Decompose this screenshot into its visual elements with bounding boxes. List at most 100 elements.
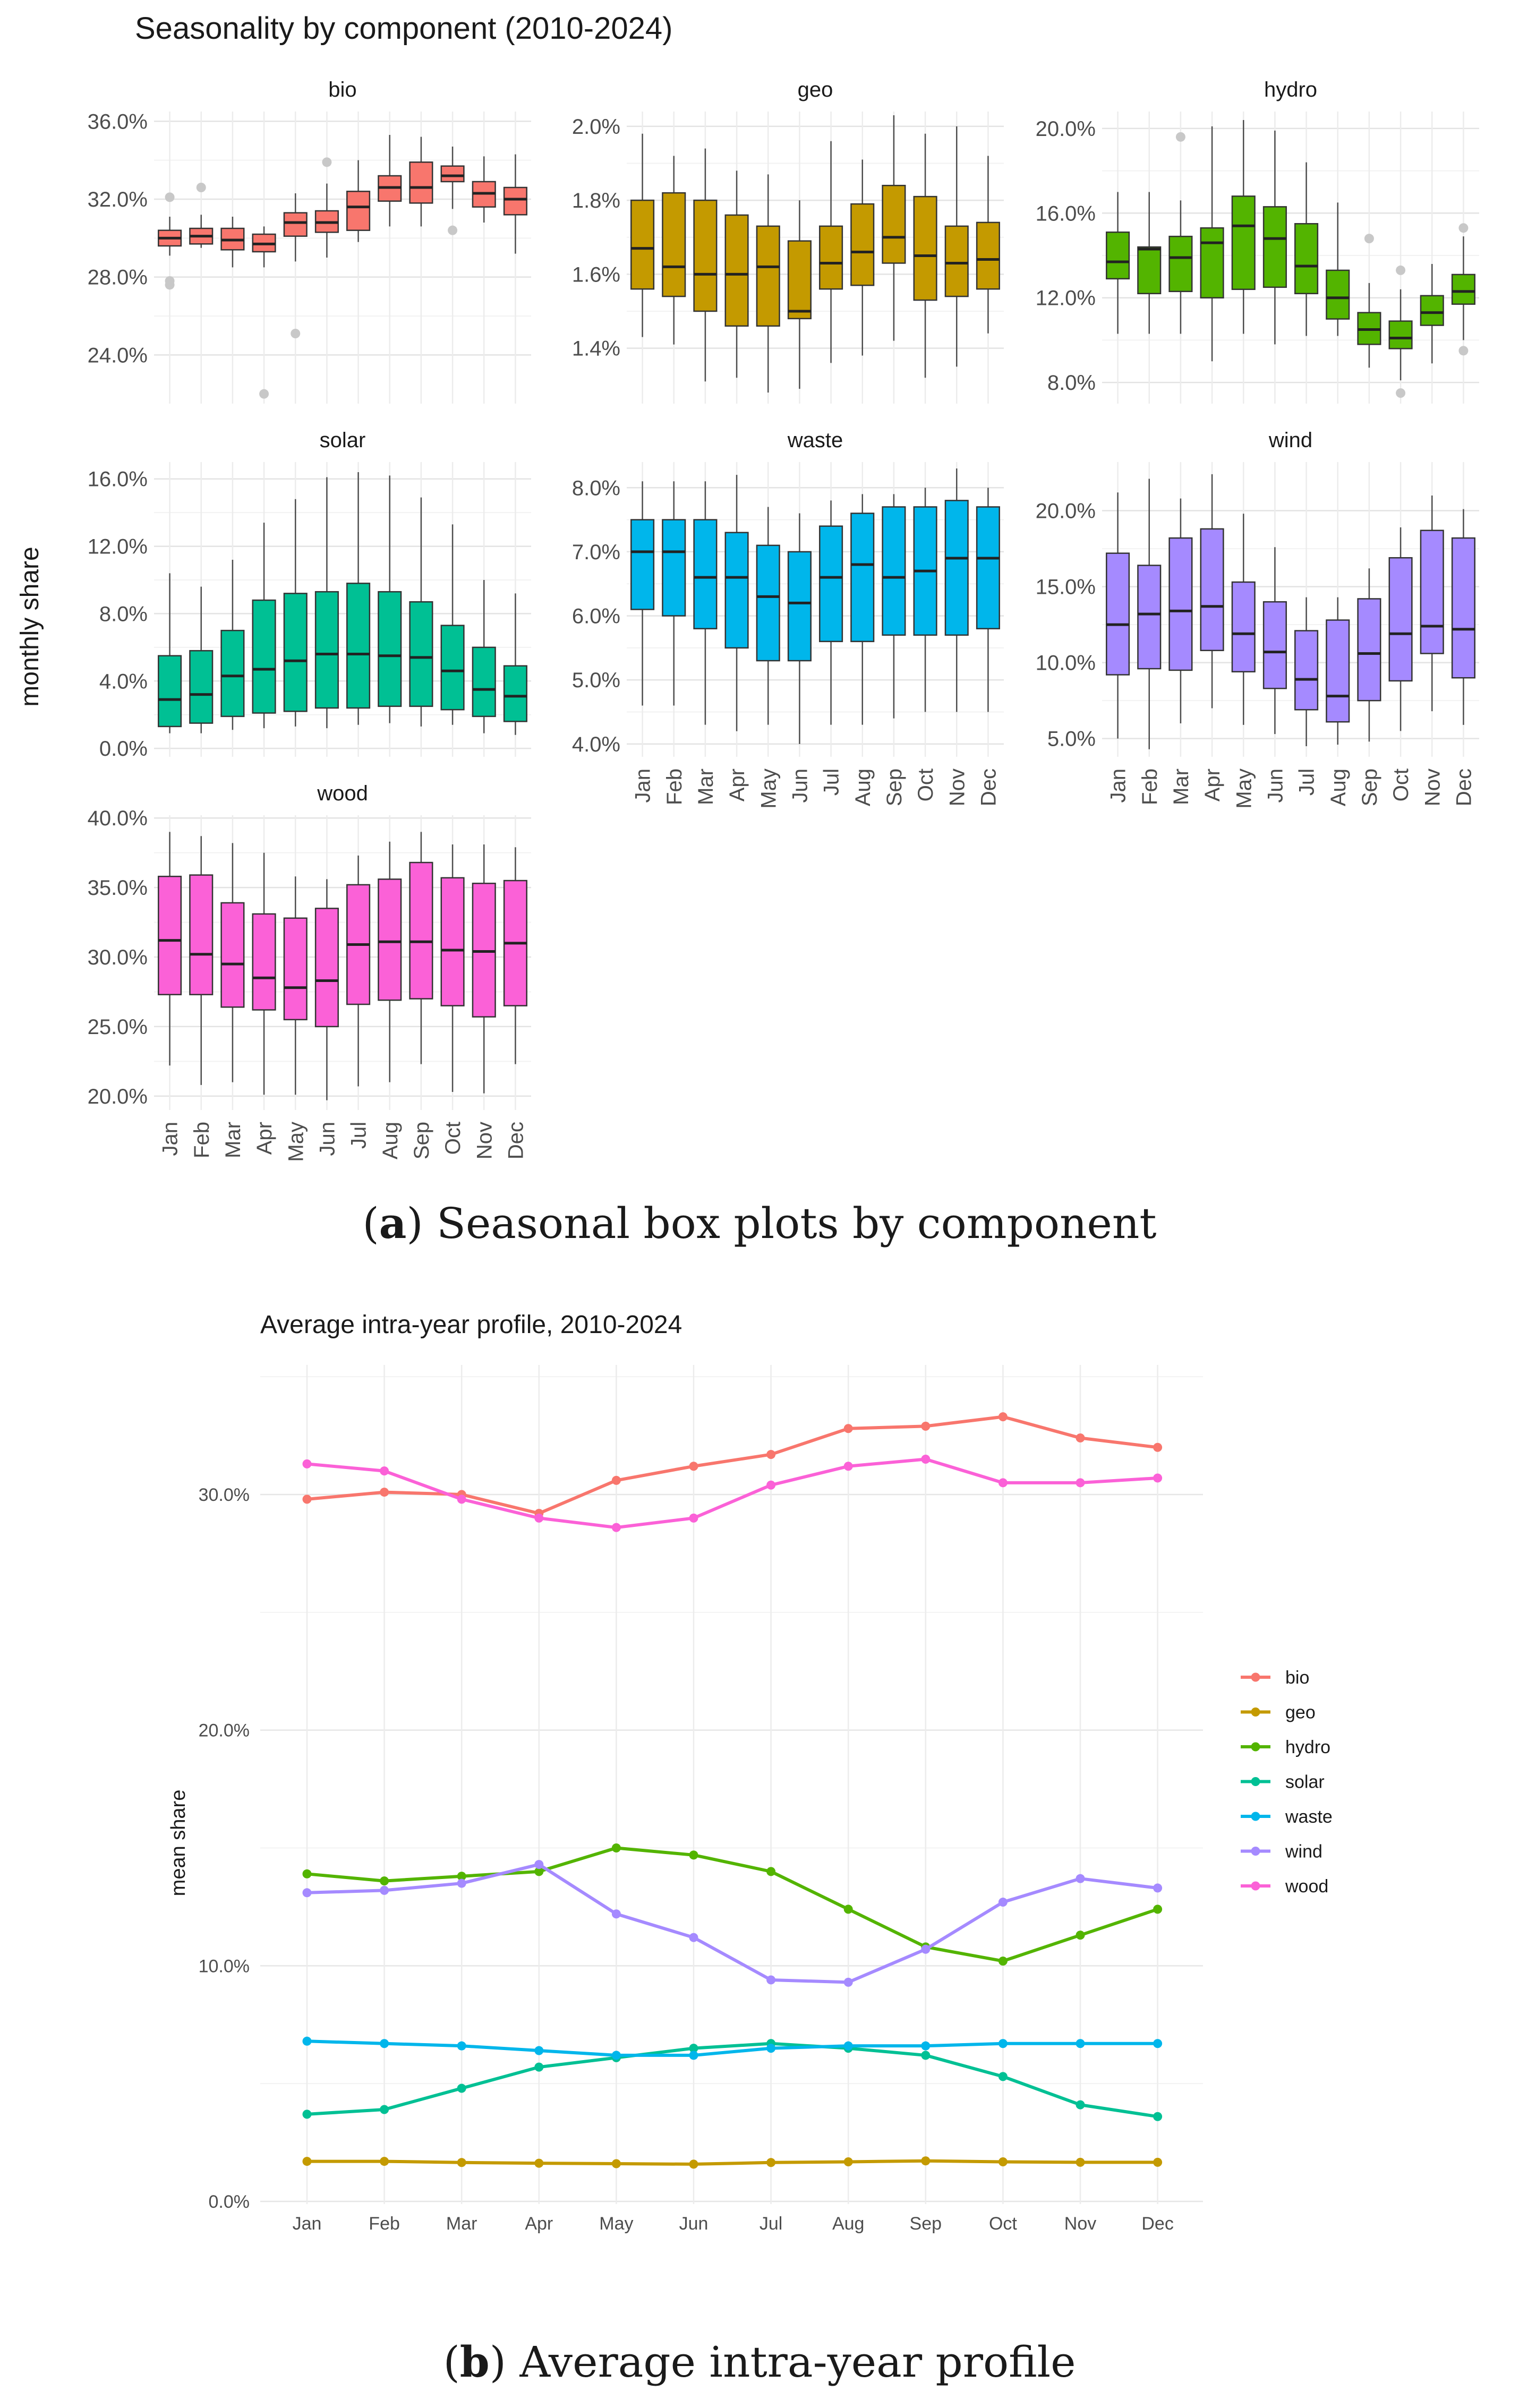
box-hydro-Jul — [1294, 162, 1319, 336]
box-body — [976, 506, 1000, 629]
box-body — [158, 875, 182, 995]
box-hydro-Mar — [1168, 200, 1193, 334]
series-point-waste — [998, 2039, 1008, 2048]
x-tick-label: Dec — [504, 1122, 527, 1159]
y-tick-label: 15.0% — [1036, 576, 1096, 599]
box-hydro-Nov — [1420, 263, 1444, 364]
series-point-bio — [921, 1421, 931, 1431]
box-solar-Jun — [314, 477, 339, 729]
x-tick-label: Sep — [883, 768, 906, 806]
box-wood-Mar — [220, 843, 245, 1082]
box-wood-Dec — [503, 847, 527, 1064]
series-point-solar — [302, 2110, 312, 2119]
series-point-waste — [611, 2051, 621, 2060]
x-tick-label: Oct — [441, 1122, 465, 1155]
box-geo-Aug — [850, 159, 875, 356]
box-hydro-Aug — [1326, 202, 1350, 336]
box-body — [756, 225, 780, 327]
box-wind-Oct — [1388, 527, 1413, 731]
series-point-geo — [1153, 2157, 1163, 2167]
y-tick-label: 10.0% — [199, 1956, 250, 1976]
series-point-wood — [843, 1462, 853, 1471]
x-tick-label: Jan — [159, 1122, 182, 1156]
box-body — [1137, 565, 1162, 670]
box-body — [440, 625, 465, 711]
x-tick-label: Dec — [977, 768, 1000, 806]
panel-solar: 0.0% 4.0% 8.0% 12.0% 16.0% solar — [88, 429, 531, 761]
box-waste-Mar — [693, 481, 718, 725]
x-tick-label: Apr — [525, 2214, 553, 2234]
series-point-bio — [1153, 1442, 1163, 1452]
x-tick-label: Apr — [253, 1122, 276, 1155]
x-tick-label: Feb — [369, 2214, 400, 2234]
box-body — [1200, 227, 1224, 298]
box-outlier — [1175, 132, 1185, 142]
box-body — [787, 240, 812, 320]
box-body — [1262, 601, 1287, 689]
box-solar-Sep — [409, 497, 433, 727]
box-body — [944, 225, 969, 297]
box-bio-May — [283, 193, 308, 262]
box-body — [283, 917, 308, 1021]
series-point-hydro — [689, 1850, 698, 1860]
box-body — [819, 525, 843, 643]
box-body — [472, 646, 496, 718]
panel-bio: 24.0% 28.0% 32.0% 36.0% bio — [88, 78, 531, 404]
series-point-wood — [766, 1480, 776, 1490]
box-body — [1106, 231, 1130, 280]
box-body — [220, 902, 245, 1008]
series-point-waste — [534, 2046, 544, 2055]
series-point-bio — [380, 1488, 389, 1497]
x-tick-label: May — [284, 1122, 308, 1162]
series-point-wood — [1153, 1473, 1163, 1483]
box-outlier — [322, 157, 332, 167]
box-bio-Mar — [220, 217, 245, 268]
y-tick-label: 16.0% — [88, 468, 148, 491]
box-body — [1168, 537, 1193, 671]
x-tick-label: Mar — [221, 1122, 245, 1158]
box-outlier — [1458, 223, 1469, 233]
box-body — [693, 519, 718, 629]
box-body — [1231, 581, 1256, 673]
box-outlier — [1364, 234, 1374, 244]
x-tick-label: Dec — [1141, 2214, 1173, 2234]
series-point-solar — [689, 2044, 698, 2053]
series-point-geo — [380, 2157, 389, 2166]
y-tick-label: 25.0% — [88, 1015, 148, 1039]
box-body — [850, 203, 875, 286]
series-point-wood — [611, 1523, 621, 1532]
x-tick-label: Jan — [1107, 768, 1130, 803]
series-point-hydro — [611, 1843, 621, 1853]
x-tick-label: Jun — [315, 1122, 339, 1156]
x-tick-label: May — [1232, 768, 1256, 809]
box-body — [409, 161, 433, 204]
box-geo-Nov — [944, 126, 969, 367]
box-body — [662, 519, 686, 617]
series-point-wind — [534, 1860, 544, 1869]
series-point-wind — [998, 1898, 1008, 1907]
series-point-waste — [766, 2044, 776, 2053]
series-point-wind — [689, 1933, 698, 1942]
box-body — [1294, 223, 1319, 295]
panel-title-geo: geo — [798, 78, 833, 101]
legend-entry-waste: waste — [1241, 1807, 1333, 1827]
x-tick-label: Oct — [989, 2214, 1017, 2234]
box-outlier — [196, 183, 206, 192]
series-point-solar — [921, 2051, 931, 2060]
y-tick-label: 8.0% — [99, 602, 148, 626]
box-solar-Mar — [220, 559, 245, 730]
y-tick-label: 30.0% — [199, 1485, 250, 1505]
y-tick-label: 28.0% — [88, 266, 148, 289]
series-point-wood — [457, 1495, 466, 1504]
plot-background — [260, 1365, 1203, 2204]
box-geo-Feb — [662, 156, 686, 345]
box-wood-Jun — [314, 879, 339, 1100]
box-geo-Mar — [693, 148, 718, 382]
box-solar-Oct — [440, 524, 465, 725]
box-body — [630, 199, 655, 290]
series-point-wind — [1153, 1883, 1163, 1893]
figure-a-y-axis-label: monthly share — [16, 547, 44, 706]
box-body — [1420, 295, 1444, 326]
box-body — [1451, 274, 1475, 305]
box-geo-Jan — [630, 133, 655, 337]
